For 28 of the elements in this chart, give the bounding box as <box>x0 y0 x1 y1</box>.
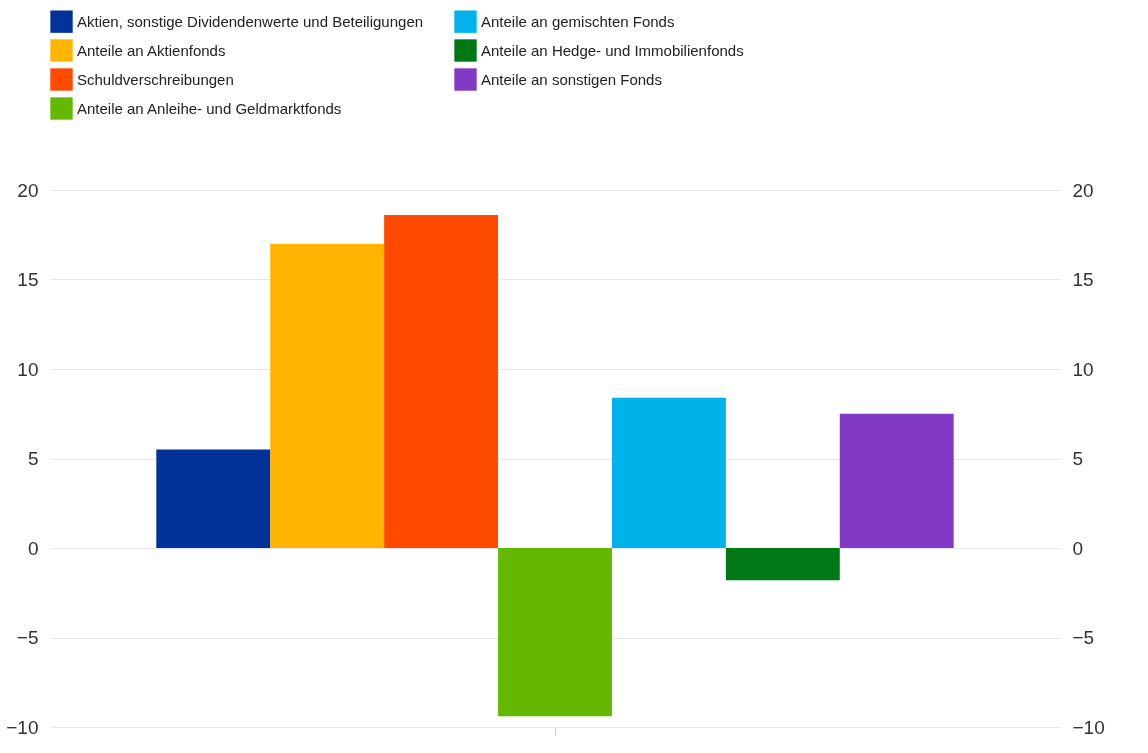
bar <box>498 548 612 717</box>
y2-tick-label: 5 <box>1072 448 1084 469</box>
y-tick-label: 20 <box>17 179 39 201</box>
legend-label: Anteile an Hedge- und Immobilienfonds <box>481 41 744 59</box>
y-tick-label: −5 <box>16 627 39 648</box>
y2-tick-label: 20 <box>1072 179 1094 201</box>
bar <box>611 397 726 548</box>
bar <box>725 548 840 581</box>
y2-tick-label: 0 <box>1072 537 1084 559</box>
y-tick-label: 15 <box>17 269 39 290</box>
legend-label: Anteile an Aktienfonds <box>77 41 226 59</box>
legend-label: Anteile an Anleihe- und Geldmarktfonds <box>77 99 342 117</box>
y2-tick-label: −5 <box>1072 627 1095 648</box>
bar <box>270 243 385 548</box>
bar <box>839 413 954 548</box>
y2-tick-label: 10 <box>1072 358 1094 380</box>
legend-label: Schuldverschreibungen <box>77 70 234 88</box>
y-tick-label: 5 <box>27 448 39 469</box>
y-tick-label: 0 <box>27 537 39 559</box>
y-tick-label: −10 <box>6 716 39 738</box>
y2-tick-label: −10 <box>1072 716 1105 738</box>
legend-label: Aktien, sonstige Dividendenwerte und Beteiligungen <box>77 12 424 30</box>
bar <box>156 449 271 548</box>
y2-tick-label: 15 <box>1072 269 1094 290</box>
bar <box>384 215 499 548</box>
legend-label: Anteile an gemischten Fonds <box>481 12 675 30</box>
legend-label: Anteile an sonstigen Fonds <box>481 70 662 88</box>
y-tick-label: 10 <box>17 358 39 380</box>
